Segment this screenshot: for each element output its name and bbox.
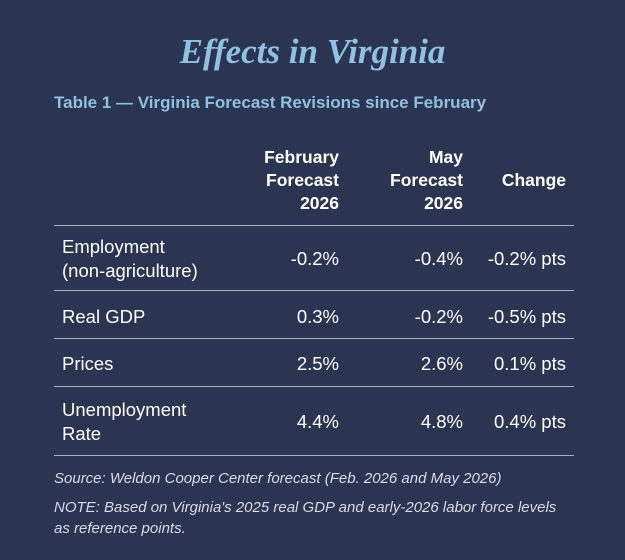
header-may-forecast: May Forecast 2026 <box>390 146 463 215</box>
real-gdp-feb-value: 0.3% <box>296 306 339 327</box>
row-label-real-gdp-line-1: Real GDP <box>62 306 146 327</box>
header-february-line-3: 2026 <box>300 193 339 213</box>
employment-change-value: -0.2% pts <box>487 248 566 269</box>
prices-feb-value: 2.5% <box>296 353 339 374</box>
row-label-prices: Prices <box>62 352 113 376</box>
row-label-prices-line-1: Prices <box>62 353 114 374</box>
table-caption: Table 1 — Virginia Forecast Revisions si… <box>54 93 487 112</box>
source-note: Source: Weldon Cooper Center forecast (F… <box>54 470 502 487</box>
row-rule-1 <box>54 290 574 291</box>
bottom-rule <box>54 455 574 456</box>
row-label-employment: Employment (non-agriculture) <box>62 235 198 283</box>
unemployment-may-value: 4.8% <box>420 411 463 432</box>
methodology-note: NOTE: Based on Virginia's 2025 real GDP … <box>54 499 557 537</box>
employment-may-value: -0.4% <box>414 248 463 269</box>
prices-change-value: 0.1% pts <box>494 353 566 374</box>
unemployment-feb-value: 4.4% <box>296 411 339 432</box>
header-february-line-1: February <box>264 147 339 167</box>
page-title: Effects in Virginia <box>179 32 446 71</box>
header-rule <box>54 225 574 226</box>
prices-may-value: 2.6% <box>420 353 463 374</box>
header-may-line-3: 2026 <box>424 193 463 213</box>
header-february-forecast: February Forecast 2026 <box>264 146 339 215</box>
header-may-line-2: Forecast <box>390 170 463 190</box>
row-rule-3 <box>54 386 574 387</box>
row-label-unemployment-rate: Unemployment Rate <box>62 398 186 446</box>
row-rule-2 <box>54 338 574 339</box>
row-label-employment-line-1: Employment <box>62 236 165 257</box>
employment-feb-value: -0.2% <box>290 248 339 269</box>
row-label-real-gdp: Real GDP <box>62 305 145 329</box>
real-gdp-change-value: -0.5% pts <box>487 306 566 327</box>
row-label-unemployment-line-2: Rate <box>62 423 102 444</box>
real-gdp-may-value: -0.2% <box>414 306 463 327</box>
row-label-unemployment-line-1: Unemployment <box>62 399 187 420</box>
unemployment-change-value: 0.4% pts <box>494 411 566 432</box>
row-label-employment-line-2: (non-agriculture) <box>62 260 198 281</box>
header-may-line-1: May <box>428 147 463 167</box>
header-change: Change <box>501 170 566 190</box>
header-february-line-2: Forecast <box>266 170 339 190</box>
